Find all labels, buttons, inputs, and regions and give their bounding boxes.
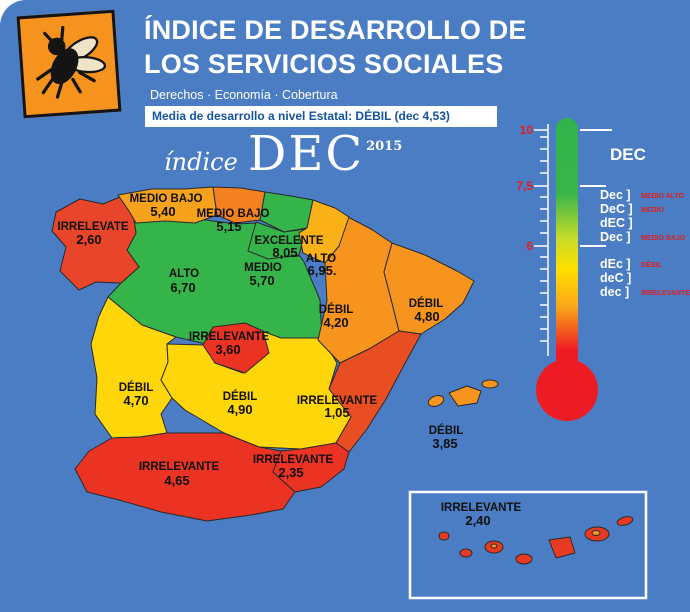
region-pais-vasco-label: EXCELENTE — [254, 235, 323, 247]
region-asturias-value: 5,40 — [150, 204, 175, 219]
thermometer-bulb — [536, 359, 598, 421]
region-extremadura-label: DÉBIL — [119, 381, 154, 394]
region-baleares-value: 3,85 — [432, 436, 457, 451]
thermometer-sub-3: MEDIO BAJO — [641, 235, 686, 242]
region-asturias — [117, 186, 218, 224]
region-navarra-label: ALTO — [306, 253, 336, 265]
region-asturias-label: MEDIO BAJO — [130, 193, 203, 205]
state-average-bar: Media de desarrollo a nivel Estatal: DÉB… — [145, 106, 497, 127]
region-navarra-value: 6,95. — [308, 263, 337, 278]
region-extremadura-value: 4,70 — [123, 393, 148, 408]
region-navarra — [298, 199, 350, 264]
region-castilla-leon-value: 6,70 — [170, 280, 195, 295]
region-galicia-value: 2,60 — [76, 232, 101, 247]
region-cataluna-value: 4,80 — [414, 309, 439, 324]
region-murcia-label: IRRELEVANTE — [253, 454, 334, 466]
brand-lockup: índice DEC 2015 — [164, 126, 402, 182]
thermometer-sub-1: MEDIO — [641, 207, 665, 214]
thermometer-major-ticks — [534, 129, 548, 247]
region-baleares-label: DÉBIL — [429, 424, 464, 437]
thermometer-code-0: Dec ] — [600, 188, 631, 202]
region-cantabria-label: MEDIO BAJO — [197, 208, 270, 220]
region-aragon-value: 4,20 — [323, 315, 348, 330]
thermometer-minor-ticks — [540, 136, 548, 342]
region-andalucia — [74, 432, 296, 522]
thermometer-code-3: Dec ] — [600, 230, 631, 244]
region-valencia-value: 1,05 — [324, 405, 349, 420]
region-cataluna-label: DÉBIL — [409, 297, 444, 310]
region-canarias-value: 2,40 — [465, 513, 490, 528]
region-canarias — [438, 516, 634, 565]
region-galicia-label: IRRELEVATE — [57, 221, 128, 233]
region-extremadura — [90, 296, 177, 439]
region-pais-vasco-value: 8,05 — [272, 245, 297, 260]
region-la-rioja-label: MEDIO — [244, 262, 282, 274]
thermometer-sub-4: DÉBIL — [641, 260, 663, 269]
thermometer-sub-0: MEDIO ALTO — [641, 193, 685, 200]
page-title: ÍNDICE DE DESARROLLO DE LOS SERVICIOS SO… — [144, 14, 527, 82]
region-canarias-label: IRRELEVANTE — [441, 502, 522, 514]
thermometer-tick-7-5: 7,5 — [516, 179, 533, 193]
thermometer-code-2: dEC ] — [600, 216, 633, 230]
region-castilla-la-mancha-label: DÉBIL — [223, 390, 258, 403]
brand-year: 2015 — [366, 139, 403, 154]
thermometer-tick-6: 6 — [526, 239, 533, 253]
region-murcia — [272, 442, 350, 493]
region-madrid-label: IRRELEVANTE — [189, 331, 270, 343]
thermometer-tick-10: 10 — [520, 123, 534, 137]
thermometer-code-6: dec ] — [600, 285, 629, 299]
region-andalucia-label: IRRELEVANTE — [139, 461, 220, 473]
region-aragon-label: DÉBIL — [319, 303, 354, 316]
region-cataluna — [383, 242, 475, 335]
brand-indice: índice — [164, 148, 238, 176]
page-title-line2: LOS SERVICIOS SOCIALES — [144, 48, 504, 79]
region-la-rioja-value: 5,70 — [249, 273, 274, 288]
region-cantabria-value: 5,15 — [216, 219, 241, 234]
thermometer-zone-dec: DEC — [610, 145, 646, 164]
thermometer: 10 7,5 6 DEC Dec ] MEDIO ALTO DeC ] MEDI… — [516, 118, 690, 421]
thermometer-code-5: deC ] — [600, 271, 631, 285]
region-castilla-la-mancha-value: 4,90 — [227, 402, 252, 417]
region-valencia-label: IRRELEVANTE — [297, 395, 378, 407]
brand-dec: DEC — [247, 126, 365, 182]
region-madrid-value: 3,60 — [215, 342, 240, 357]
canary-inset-box — [408, 490, 648, 600]
region-andalucia-value: 4,65 — [164, 473, 189, 488]
region-galicia — [51, 196, 140, 291]
region-baleares — [427, 379, 499, 407]
thermometer-code-4: dEc ] — [600, 257, 631, 271]
thermometer-tube — [556, 118, 578, 370]
page-title-line1: ÍNDICE DE DESARROLLO DE — [144, 15, 527, 45]
thermometer-code-1: DeC ] — [600, 202, 633, 216]
region-castilla-leon-label: ALTO — [169, 268, 199, 280]
region-la-rioja — [247, 221, 307, 260]
region-madrid — [202, 322, 270, 374]
thermometer-sub-6: IRRELEVANTE — [641, 290, 690, 297]
subtitle: Derechos · Economía · Cobertura — [150, 88, 338, 102]
logo — [16, 9, 122, 119]
fly-icon — [36, 25, 107, 99]
region-murcia-value: 2,35 — [278, 465, 303, 480]
